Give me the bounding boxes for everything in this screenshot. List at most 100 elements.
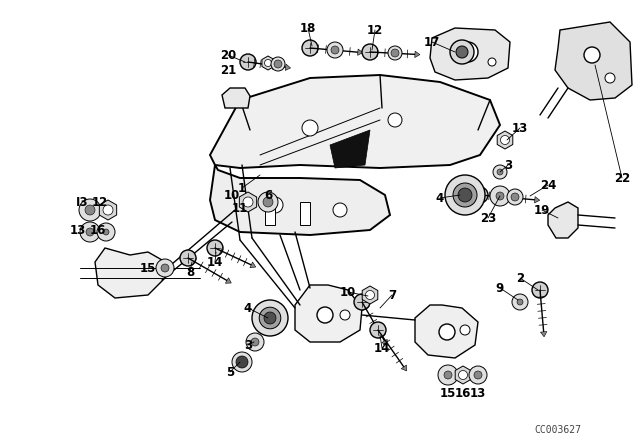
Polygon shape (415, 305, 478, 358)
Text: 4: 4 (244, 302, 252, 314)
Text: 16: 16 (455, 387, 471, 400)
Circle shape (496, 192, 504, 200)
Polygon shape (455, 366, 471, 384)
Circle shape (240, 54, 256, 70)
Text: 3: 3 (504, 159, 512, 172)
Text: CC003627: CC003627 (534, 425, 582, 435)
Polygon shape (415, 51, 420, 57)
Text: 23: 23 (480, 211, 496, 224)
Circle shape (180, 250, 196, 266)
Circle shape (263, 197, 273, 207)
Circle shape (444, 371, 452, 379)
Circle shape (331, 46, 339, 54)
Circle shape (238, 358, 246, 366)
Circle shape (317, 307, 333, 323)
Circle shape (391, 49, 399, 57)
Circle shape (488, 58, 496, 66)
Text: 9: 9 (496, 281, 504, 294)
Text: 22: 22 (614, 172, 630, 185)
Text: 10: 10 (340, 285, 356, 298)
Circle shape (456, 46, 468, 58)
Text: 18: 18 (300, 22, 316, 34)
Circle shape (584, 47, 600, 63)
Circle shape (271, 57, 285, 71)
Text: 5: 5 (226, 366, 234, 379)
Circle shape (493, 165, 507, 179)
Circle shape (388, 113, 402, 127)
Polygon shape (285, 64, 291, 70)
Polygon shape (540, 332, 547, 337)
Circle shape (490, 186, 510, 206)
Polygon shape (300, 202, 310, 225)
Circle shape (79, 199, 101, 221)
Text: 14: 14 (207, 255, 223, 268)
Text: 21: 21 (220, 64, 236, 77)
Polygon shape (250, 262, 256, 268)
Polygon shape (222, 88, 250, 108)
Polygon shape (534, 197, 540, 203)
Text: 19: 19 (534, 203, 550, 216)
Text: 12: 12 (367, 23, 383, 36)
Circle shape (362, 44, 378, 60)
Circle shape (472, 187, 488, 203)
Text: 15: 15 (440, 387, 456, 400)
Text: 15: 15 (140, 262, 156, 275)
Polygon shape (262, 56, 274, 70)
Circle shape (474, 371, 482, 379)
Circle shape (512, 294, 528, 310)
Circle shape (370, 322, 386, 338)
Circle shape (511, 193, 519, 201)
Circle shape (258, 192, 278, 212)
Circle shape (85, 205, 95, 215)
Polygon shape (225, 278, 231, 283)
Circle shape (469, 366, 487, 384)
Circle shape (458, 42, 478, 62)
Circle shape (243, 197, 253, 207)
Circle shape (445, 175, 485, 215)
Circle shape (333, 203, 347, 217)
Circle shape (302, 120, 318, 136)
Circle shape (532, 282, 548, 298)
Text: 11: 11 (232, 202, 248, 215)
Circle shape (246, 333, 264, 351)
Circle shape (458, 370, 467, 379)
Text: 10: 10 (224, 189, 240, 202)
Polygon shape (295, 285, 362, 342)
Text: 2: 2 (516, 271, 524, 284)
Circle shape (80, 222, 100, 242)
Polygon shape (548, 202, 578, 238)
Circle shape (251, 338, 259, 346)
Circle shape (517, 299, 523, 305)
Polygon shape (430, 28, 510, 80)
Circle shape (264, 312, 276, 324)
Circle shape (605, 73, 615, 83)
Polygon shape (210, 75, 500, 168)
Polygon shape (95, 248, 165, 298)
Polygon shape (330, 130, 370, 168)
Text: 4: 4 (436, 191, 444, 204)
Circle shape (327, 42, 343, 58)
Circle shape (450, 40, 474, 64)
Circle shape (259, 307, 281, 329)
Circle shape (156, 259, 174, 277)
Circle shape (388, 46, 402, 60)
Circle shape (161, 264, 169, 272)
Polygon shape (239, 192, 257, 212)
Circle shape (500, 135, 509, 145)
Circle shape (103, 205, 113, 215)
Text: 16: 16 (90, 224, 106, 237)
Polygon shape (210, 165, 390, 235)
Text: 17: 17 (424, 35, 440, 48)
Text: 13: 13 (470, 387, 486, 400)
Polygon shape (265, 200, 275, 225)
Text: 3: 3 (244, 339, 252, 352)
Circle shape (453, 183, 477, 207)
Text: 13: 13 (70, 224, 86, 237)
Circle shape (302, 40, 318, 56)
Circle shape (507, 189, 523, 205)
Circle shape (207, 240, 223, 256)
Circle shape (274, 60, 282, 68)
Text: 12: 12 (92, 195, 108, 208)
Circle shape (497, 169, 503, 175)
Text: 14: 14 (374, 341, 390, 354)
